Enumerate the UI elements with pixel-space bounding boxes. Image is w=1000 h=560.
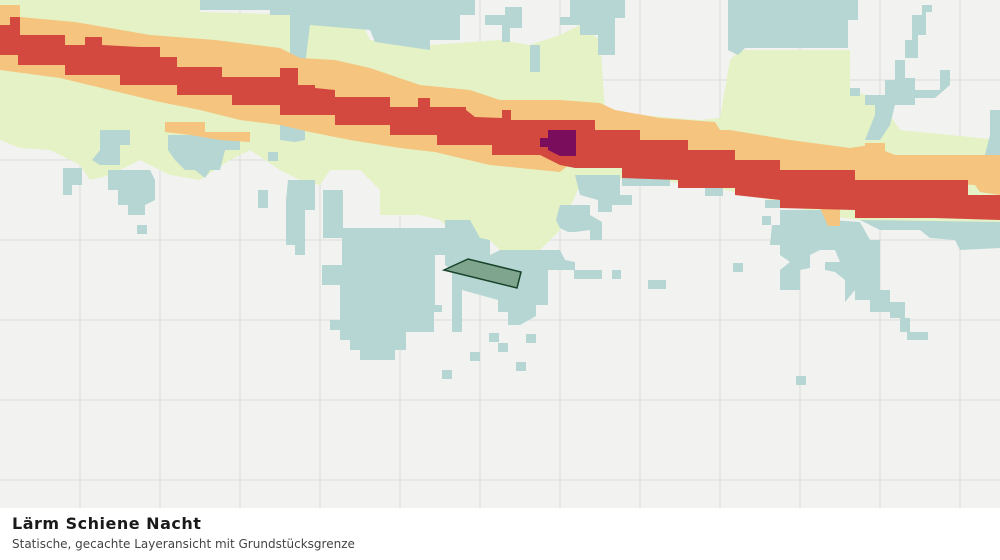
layer-subtitle: Statische, gecachte Layeransicht mit Gru… <box>12 537 355 551</box>
parcel-boundary <box>441 258 522 289</box>
layer-title: Lärm Schiene Nacht <box>12 514 202 533</box>
legend-footer: Lärm Schiene Nacht Statische, gecachte L… <box>0 508 1000 560</box>
noise-zone-max <box>540 130 576 156</box>
noise-zone-mid <box>0 5 1000 226</box>
noise-zone-high <box>0 17 1000 220</box>
map <box>0 0 1000 508</box>
